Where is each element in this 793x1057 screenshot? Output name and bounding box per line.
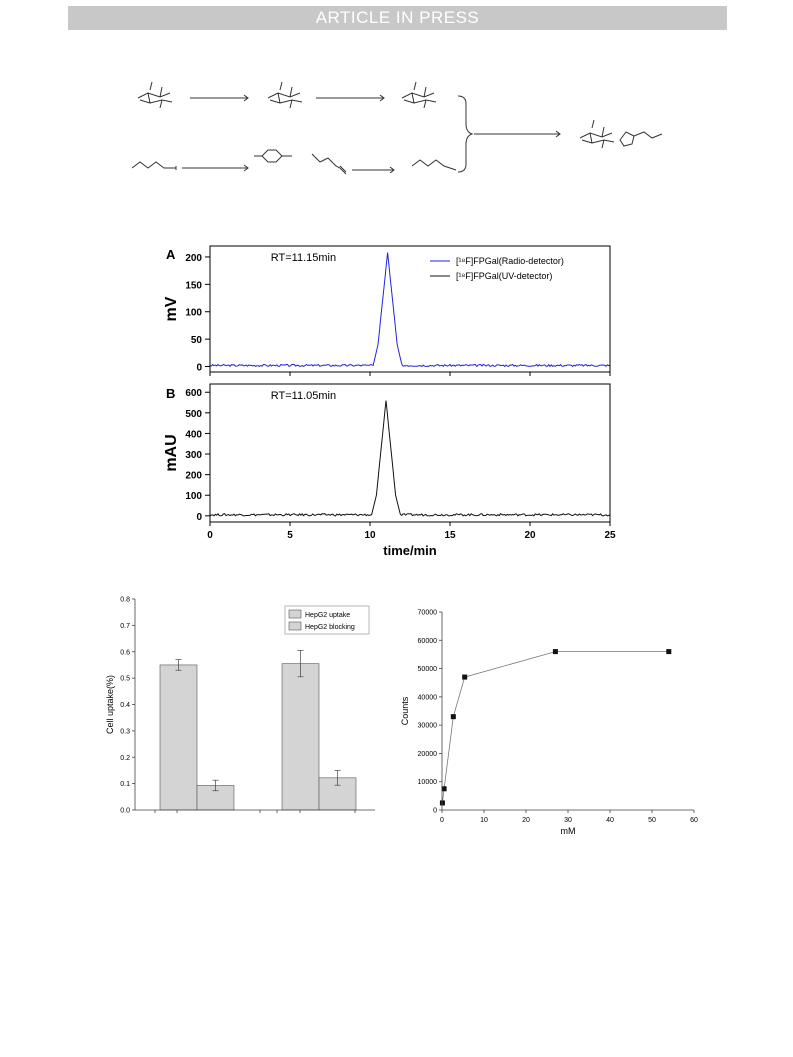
x-tick-label: 15 [444, 530, 456, 541]
bar-uptake [281, 663, 320, 811]
y-tick-label-b: 500 [185, 409, 202, 420]
legend-label-radio: [¹⁸F]FPGal(Radio-detector) [456, 256, 564, 266]
bar-y-tick-label: 0.0 [120, 808, 130, 815]
bar-y-tick-label: 0.6 [120, 649, 130, 656]
data-point [666, 649, 672, 655]
y-tick-label-a: 150 [185, 280, 202, 291]
legend-label-uptake: HepG2 uptake [305, 612, 350, 619]
y-axis-label-a: mV [163, 296, 180, 321]
panel-label-b: B [166, 386, 175, 401]
tosylate-icon [254, 149, 347, 175]
alkyne-chain-icon [131, 161, 176, 169]
scatter-y-tick-label: 50000 [418, 666, 438, 673]
bar-y-tick-label: 0.5 [120, 676, 130, 683]
legend-label-uv: [¹⁸F]FPGal(UV-detector) [456, 271, 552, 281]
cell-uptake-bar-chart: Cell uptake(%) 0.0 0.1 0.2 0.3 0.4 0.5 0.6 0.7 0… [105, 597, 375, 815]
panel-label-a: A [166, 247, 176, 262]
scatter-x-tick-label: 0 [440, 817, 444, 824]
bar-y-tick-label: 0.2 [120, 755, 130, 762]
bar-y-axis-label: Cell uptake(%) [105, 675, 115, 734]
x-tick-label: 0 [207, 530, 213, 541]
saturation-binding-chart: Counts mM 0 10000 20000 30000 40000 50000 6000… [400, 610, 698, 837]
chart-legend: [¹⁸F]FPGal(Radio-detector) [¹⁸F]FPGal(UV… [430, 256, 564, 281]
sugar-ring-icon [137, 81, 173, 109]
data-point [552, 649, 558, 655]
panel-b: B mAU RT=11.05min 0 100 200 300 400 500 600 0 5… [163, 383, 616, 558]
sugar-ring-icon [267, 81, 303, 109]
scatter-y-tick-label: 10000 [418, 779, 438, 786]
scatter-x-tick-label: 20 [522, 817, 530, 824]
y-tick-label-b: 600 [185, 388, 202, 399]
scatter-y-tick-label: 60000 [418, 638, 438, 645]
saturation-curve [442, 651, 669, 803]
bar-uptake [159, 664, 198, 811]
y-tick-label-a: 50 [191, 335, 203, 346]
scatter-x-tick-label: 50 [648, 817, 656, 824]
triazole-product-icon [579, 119, 663, 149]
x-tick-label: 20 [524, 530, 536, 541]
scatter-x-tick-label: 30 [564, 817, 572, 824]
retention-time-a: RT=11.15min [271, 252, 336, 264]
uv-detector-trace [209, 400, 611, 517]
y-tick-label-a: 100 [185, 308, 202, 319]
y-tick-label-b: 200 [185, 471, 202, 482]
bar-y-tick-label: 0.7 [120, 623, 130, 630]
brace-icon [457, 95, 474, 173]
bar-y-tick-label: 0.4 [120, 702, 130, 709]
y-tick-label-b: 100 [185, 491, 202, 502]
alkyne-chain-icon [411, 159, 457, 171]
scatter-x-axis-label: mM [561, 826, 576, 836]
x-tick-label: 25 [604, 530, 616, 541]
retention-time-b: RT=11.05min [271, 390, 336, 402]
scatter-y-tick-label: 0 [433, 808, 437, 815]
y-tick-label-b: 0 [196, 512, 202, 523]
scatter-y-axis-label: Counts [400, 696, 410, 725]
plot-frame-a [209, 245, 611, 373]
plot-frame-b [209, 383, 611, 523]
legend-swatch-uptake [288, 609, 302, 619]
reaction-scheme [131, 81, 663, 175]
y-axis-label-b: mAU [163, 434, 180, 471]
radio-detector-trace [209, 252, 611, 368]
y-tick-label-a: 200 [185, 253, 202, 264]
scatter-x-tick-label: 10 [480, 817, 488, 824]
bar-y-tick-label: 0.8 [120, 597, 130, 604]
data-point [462, 674, 468, 680]
bar-legend: HepG2 uptake HepG2 blocking [284, 605, 370, 635]
article-in-press-banner: ARTICLE IN PRESS [68, 6, 727, 30]
scatter-y-tick-label: 20000 [418, 751, 438, 758]
panel-a: A mV RT=11.15min 0 50 100 150 200 [¹⁸F]FPGal… [163, 245, 611, 376]
sugar-ring-icon [401, 81, 437, 109]
data-point [439, 800, 445, 806]
y-tick-label-b: 400 [185, 429, 202, 440]
scatter-y-tick-label: 70000 [418, 610, 438, 617]
scatter-x-tick-label: 60 [690, 817, 698, 824]
x-tick-label: 10 [364, 530, 376, 541]
x-tick-label: 5 [287, 530, 293, 541]
y-tick-label-b: 300 [185, 450, 202, 461]
x-axis-label: time/min [383, 543, 437, 558]
data-point [441, 786, 447, 792]
bar-y-tick-label: 0.1 [120, 781, 130, 788]
legend-label-blocking: HepG2 blocking [305, 624, 355, 631]
bar-y-tick-label: 0.3 [120, 728, 130, 735]
scatter-y-tick-label: 40000 [418, 694, 438, 701]
scatter-y-tick-label: 30000 [418, 723, 438, 730]
y-tick-label-a: 0 [196, 363, 202, 374]
scatter-x-tick-label: 40 [606, 817, 614, 824]
data-point [450, 714, 456, 720]
legend-swatch-blocking [288, 621, 302, 631]
